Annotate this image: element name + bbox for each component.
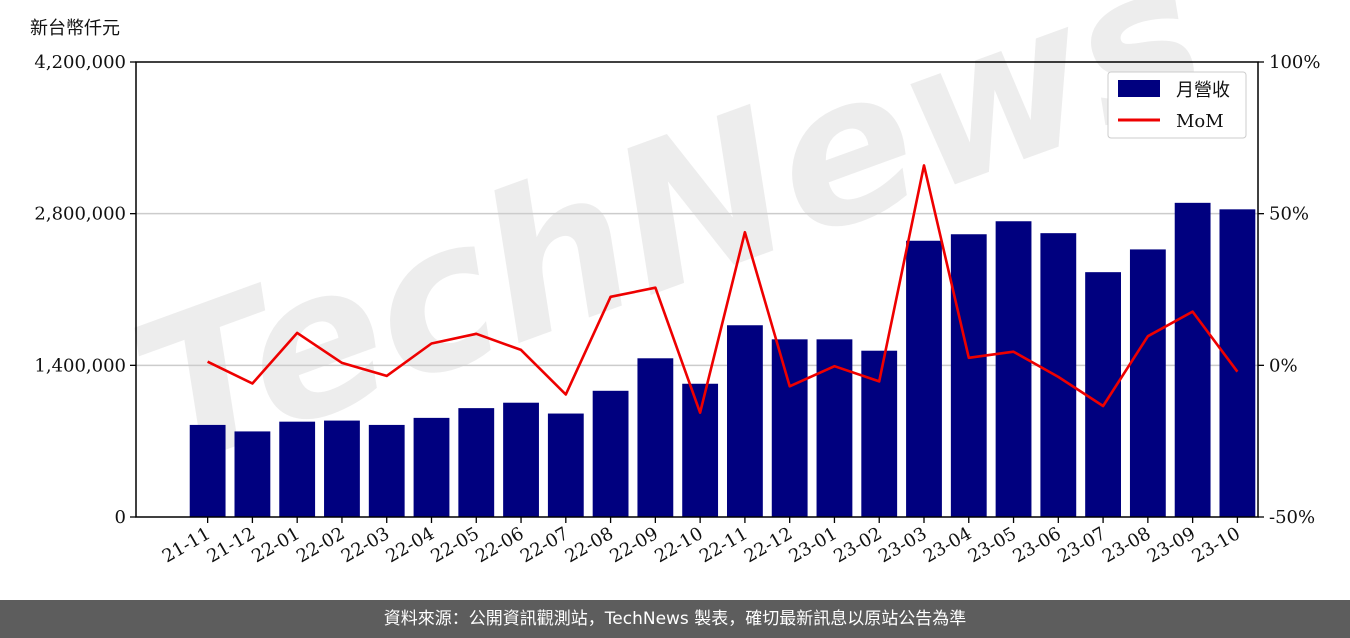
legend-label-mom: MoM [1176,111,1224,132]
bar-22-09 [637,358,674,517]
bar-23-06 [1040,233,1077,517]
x-tick-label: 22-02 [293,523,348,567]
bar-23-07 [1085,272,1121,517]
x-tick-label: 23-10 [1188,523,1243,567]
x-tick-label: 23-02 [830,523,885,567]
y-right-tick-label: -50% [1269,507,1315,528]
legend: 月營收 MoM [1107,71,1247,139]
bar-22-06 [503,402,539,517]
legend-label-revenue: 月營收 [1176,80,1230,101]
x-tick-label: 23-06 [1009,523,1064,567]
y-left-tick-label: 2,800,000 [34,204,126,225]
chart: TechNews 01,400,0002,800,0004,200,000-50… [34,0,1320,567]
bar-22-04 [413,417,450,517]
x-tick-label: 23-03 [875,523,930,567]
unit-label: 新台幣仟元 [30,18,120,39]
x-tick-label: 22-12 [741,523,796,567]
bar-22-01 [279,421,316,517]
bar-22-07 [547,413,584,517]
y-right-tick-label: 100% [1269,52,1320,73]
y-left-tick-label: 4,200,000 [34,52,126,73]
bar-22-12 [771,339,808,517]
x-tick-label: 21-12 [203,523,258,567]
x-tick-label: 23-04 [920,523,975,567]
mom-line [207,164,1239,415]
x-tick-label: 22-06 [472,523,527,567]
bar-21-11 [189,424,226,517]
x-tick-label: 23-07 [1054,523,1109,567]
x-tick-label: 22-10 [651,523,706,567]
y-right-tick-label: 0% [1269,355,1298,376]
bar-23-04 [950,234,987,517]
x-tick-label: 22-07 [517,523,572,567]
bar-23-05 [995,221,1032,517]
x-tick-label: 22-09 [606,523,661,567]
plot-frame [135,61,1259,518]
bar-22-05 [458,408,495,517]
y-left-tick-label: 1,400,000 [34,355,126,376]
bar-23-10 [1219,209,1256,518]
bar-23-03 [906,240,942,517]
bar-22-02 [324,420,360,517]
x-tick-label: 21-11 [159,523,214,567]
bar-layer [189,202,1256,518]
y-right-tick-label: 50% [1269,204,1309,225]
x-tick-label: 22-05 [427,523,482,567]
y-left-tick-label: 0 [115,507,126,528]
x-tick-label: 23-01 [786,523,841,567]
x-tick-label: 23-08 [1099,523,1154,567]
x-tick-label: 23-05 [965,523,1020,567]
bar-23-08 [1129,249,1166,517]
bar-22-03 [368,424,405,517]
source-footer: 資料來源：公開資訊觀測站，TechNews 製表，確切最新訊息以原站公告為準 [0,600,1350,638]
bar-22-10 [682,383,719,517]
x-tick-label: 22-04 [383,523,438,567]
bar-22-08 [592,390,629,517]
x-tick-label: 23-09 [1144,523,1199,567]
x-tick-label: 22-03 [338,523,393,567]
x-tick-label: 22-11 [696,523,751,567]
bar-21-12 [234,431,271,517]
x-tick-label: 22-01 [248,523,303,567]
line-layer [207,164,1239,415]
legend-swatch-revenue [1118,80,1160,97]
bar-23-09 [1174,202,1211,518]
bar-22-11 [726,325,763,517]
x-tick-label: 22-08 [562,523,617,567]
